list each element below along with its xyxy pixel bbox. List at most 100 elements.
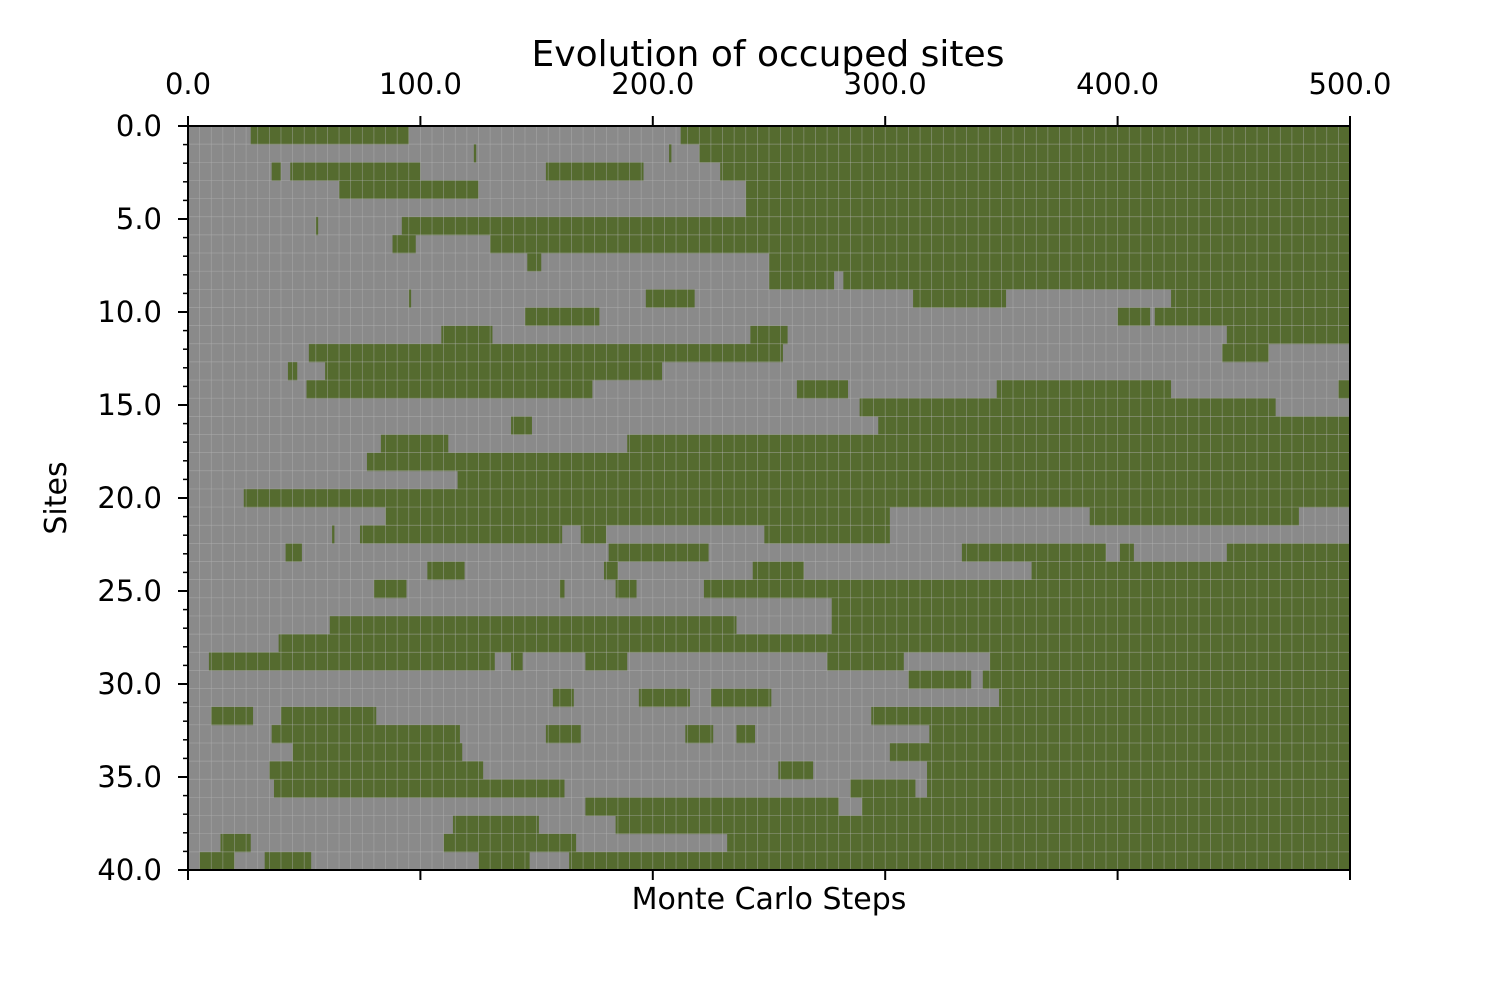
occupied-segment-row-23 bbox=[285, 543, 302, 562]
occupied-segment-row-25 bbox=[703, 579, 1350, 599]
occupied-segment-row-2 bbox=[720, 162, 1350, 181]
occupied-segment-row-31 bbox=[552, 688, 574, 708]
occupied-segment-row-31 bbox=[710, 688, 772, 708]
occupied-segment-row-33 bbox=[929, 724, 1350, 744]
occupied-segment-row-8 bbox=[769, 271, 835, 290]
occupied-segment-row-25 bbox=[559, 579, 565, 599]
occupied-segment-row-20 bbox=[243, 488, 1350, 508]
occupied-segment-row-33 bbox=[271, 724, 460, 744]
occupied-segment-row-38 bbox=[452, 815, 539, 835]
occupied-segment-row-37 bbox=[585, 797, 839, 816]
occupied-segment-row-12 bbox=[308, 343, 783, 363]
occupied-segment-row-10 bbox=[1154, 307, 1350, 327]
occupied-segment-row-15 bbox=[859, 398, 1276, 417]
occupied-segment-row-2 bbox=[290, 162, 421, 181]
x-tick-label: 100.0 bbox=[379, 67, 462, 101]
occupied-segment-row-30 bbox=[982, 670, 1350, 689]
occupied-segment-row-24 bbox=[1031, 561, 1350, 581]
occupied-segment-row-17 bbox=[380, 434, 449, 454]
x-tick-label: 400.0 bbox=[1076, 67, 1159, 101]
occupied-segment-row-32 bbox=[211, 706, 254, 726]
y-tick-label: 0.0 bbox=[116, 109, 162, 143]
occupied-segment-row-16 bbox=[511, 416, 532, 435]
occupied-segment-row-23 bbox=[1119, 543, 1134, 562]
occupied-segment-row-27 bbox=[329, 615, 737, 635]
y-tick-label: 5.0 bbox=[116, 202, 162, 236]
occupied-segment-row-6 bbox=[392, 234, 416, 254]
x-tick-label: 300.0 bbox=[844, 67, 927, 101]
chart-title: Evolution of occuped sites bbox=[532, 34, 1005, 75]
y-tick-label: 40.0 bbox=[97, 853, 162, 887]
occupied-segment-row-10 bbox=[1117, 307, 1151, 327]
occupied-segment-row-23 bbox=[961, 543, 1106, 562]
occupied-segment-row-7 bbox=[527, 253, 542, 272]
occupied-segment-row-29 bbox=[511, 652, 523, 671]
y-axis-label: Sites bbox=[39, 461, 74, 534]
occupied-segment-row-39 bbox=[727, 833, 1350, 853]
occupied-segment-row-22 bbox=[332, 525, 335, 544]
occupied-segment-row-32 bbox=[871, 706, 1350, 726]
occupied-segment-row-0 bbox=[250, 126, 409, 145]
occupied-segment-row-1 bbox=[473, 144, 477, 163]
occupied-segment-row-14 bbox=[306, 380, 593, 399]
occupied-segment-row-33 bbox=[545, 724, 581, 744]
occupied-segment-row-36 bbox=[850, 779, 916, 798]
occupied-segment-row-36 bbox=[927, 779, 1350, 798]
occupied-segment-row-9 bbox=[1171, 289, 1350, 308]
occupied-segment-row-14 bbox=[796, 380, 849, 399]
occupied-segment-row-18 bbox=[366, 452, 1350, 472]
y-tick-label: 20.0 bbox=[97, 481, 162, 515]
occupied-segment-row-17 bbox=[627, 434, 1350, 454]
occupied-segment-row-35 bbox=[778, 761, 814, 780]
occupied-segment-row-5 bbox=[401, 216, 1351, 236]
occupied-segment-row-21 bbox=[385, 507, 890, 526]
occupied-segment-row-34 bbox=[889, 742, 1350, 762]
occupied-segment-row-29 bbox=[827, 652, 904, 671]
occupied-segment-row-38 bbox=[615, 815, 1350, 835]
x-tick-label: 500.0 bbox=[1308, 67, 1391, 101]
occupied-segment-row-14 bbox=[996, 380, 1172, 399]
occupied-segment-row-9 bbox=[408, 289, 412, 308]
occupied-segment-row-10 bbox=[524, 307, 600, 327]
x-axis-label: Monte Carlo Steps bbox=[632, 882, 907, 917]
y-tick-label: 30.0 bbox=[97, 667, 162, 701]
occupied-segment-row-29 bbox=[989, 652, 1350, 671]
occupied-segment-row-39 bbox=[443, 833, 577, 853]
occupied-segment-row-14 bbox=[1338, 380, 1350, 399]
occupied-segment-row-35 bbox=[927, 761, 1350, 780]
occupied-segment-row-11 bbox=[1226, 325, 1350, 345]
occupied-segment-row-23 bbox=[608, 543, 709, 562]
x-tick-label: 0.0 bbox=[165, 67, 211, 101]
occupied-segment-row-25 bbox=[373, 579, 407, 599]
occupied-segment-row-9 bbox=[645, 289, 695, 308]
occupied-segment-row-24 bbox=[752, 561, 804, 581]
occupied-segment-row-32 bbox=[280, 706, 377, 726]
occupied-segment-row-30 bbox=[908, 670, 972, 689]
occupied-segment-row-26 bbox=[831, 597, 1350, 617]
occupied-segment-row-36 bbox=[273, 779, 565, 798]
occupied-segment-row-39 bbox=[220, 833, 251, 853]
occupied-segment-row-40 bbox=[199, 851, 235, 871]
occupied-segment-row-19 bbox=[457, 470, 1351, 490]
occupied-segment-row-1 bbox=[669, 144, 672, 163]
y-tick-label: 15.0 bbox=[97, 388, 162, 422]
occupied-segment-row-40 bbox=[569, 851, 1350, 871]
y-tick-label: 35.0 bbox=[97, 760, 162, 794]
occupied-segment-row-29 bbox=[208, 652, 495, 671]
occupied-segment-row-16 bbox=[878, 416, 1350, 435]
occupied-segment-row-13 bbox=[325, 361, 663, 381]
occupied-segment-row-40 bbox=[264, 851, 312, 871]
occupied-segment-row-0 bbox=[680, 126, 1350, 145]
heatmap-grid bbox=[188, 126, 1350, 870]
occupied-segment-row-22 bbox=[359, 525, 563, 544]
occupied-segment-row-40 bbox=[478, 851, 530, 871]
occupied-segment-row-28 bbox=[278, 634, 1350, 653]
occupied-segment-row-27 bbox=[831, 615, 1350, 635]
occupied-segment-row-5 bbox=[315, 216, 319, 236]
occupied-segment-row-35 bbox=[269, 761, 484, 780]
occupied-segment-row-2 bbox=[271, 162, 281, 181]
occupied-segment-row-31 bbox=[999, 688, 1350, 708]
occupied-segment-row-9 bbox=[913, 289, 1007, 308]
